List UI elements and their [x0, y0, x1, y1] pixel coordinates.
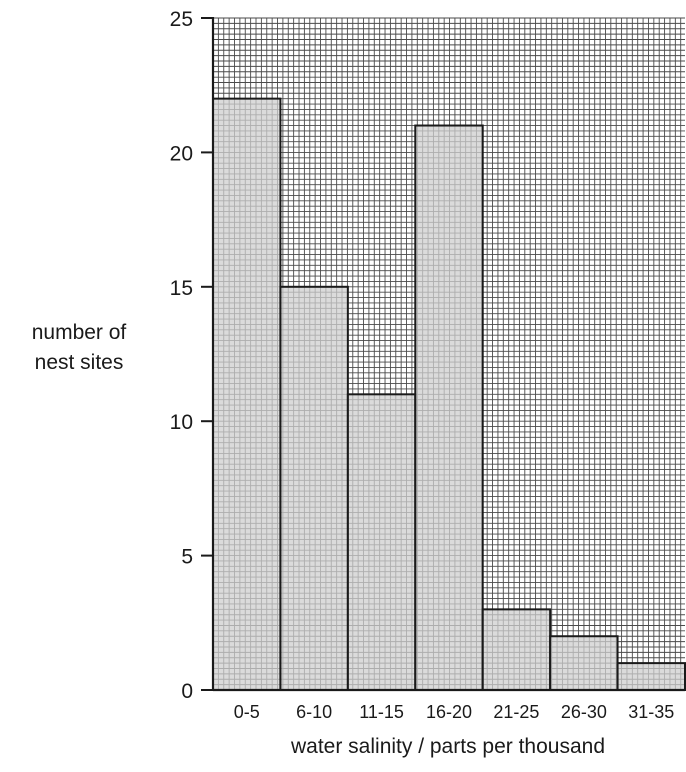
axes-layer — [201, 17, 685, 692]
x-tick-label: 0-5 — [234, 702, 260, 722]
x-tick-label: 16-20 — [426, 702, 472, 722]
x-tick-label: 21-25 — [493, 702, 539, 722]
x-tick-label: 31-35 — [628, 702, 674, 722]
bars-layer — [212, 97, 686, 691]
bar-16-20 — [414, 124, 484, 691]
bar-6-10 — [279, 285, 349, 691]
bar-31-35 — [616, 662, 686, 691]
bar-11-15 — [346, 393, 417, 691]
x-tick-label: 6-10 — [296, 702, 332, 722]
x-axis-label: water salinity / parts per thousand — [291, 735, 605, 758]
bar-21-25 — [481, 608, 552, 691]
y-tick-label: 0 — [181, 680, 193, 703]
y-tick-label: 20 — [170, 142, 193, 165]
x-tick-label: 26-30 — [561, 702, 607, 722]
y-axis-label: number of nest sites — [31, 321, 127, 374]
y-tick-label: 25 — [170, 8, 193, 31]
y-tick-label: 5 — [181, 546, 193, 569]
labels-layer: 0 5 10 15 20 25 0-5 6-10 11-15 16-20 21-25 26-30 31-… — [170, 8, 675, 722]
y-tick-label: 10 — [170, 411, 193, 434]
bar-26-30 — [549, 635, 619, 691]
x-tick-label: 11-15 — [359, 702, 404, 722]
bar-0-5 — [212, 97, 282, 691]
y-tick-label: 15 — [170, 277, 193, 300]
